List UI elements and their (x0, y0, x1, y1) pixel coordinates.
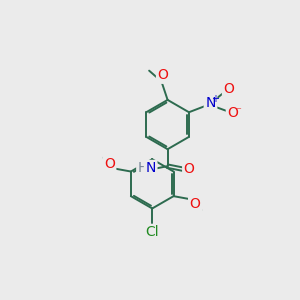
Text: Cl: Cl (146, 225, 159, 239)
Text: H: H (138, 161, 148, 176)
Text: O: O (104, 157, 115, 171)
Text: O: O (227, 106, 238, 120)
Text: N: N (146, 161, 156, 176)
Text: O: O (190, 197, 200, 211)
Text: O: O (184, 162, 195, 176)
Text: O: O (158, 68, 168, 82)
Text: O: O (224, 82, 234, 96)
Text: N: N (205, 96, 216, 110)
Text: ⁻: ⁻ (235, 106, 241, 116)
Text: +: + (211, 94, 219, 104)
